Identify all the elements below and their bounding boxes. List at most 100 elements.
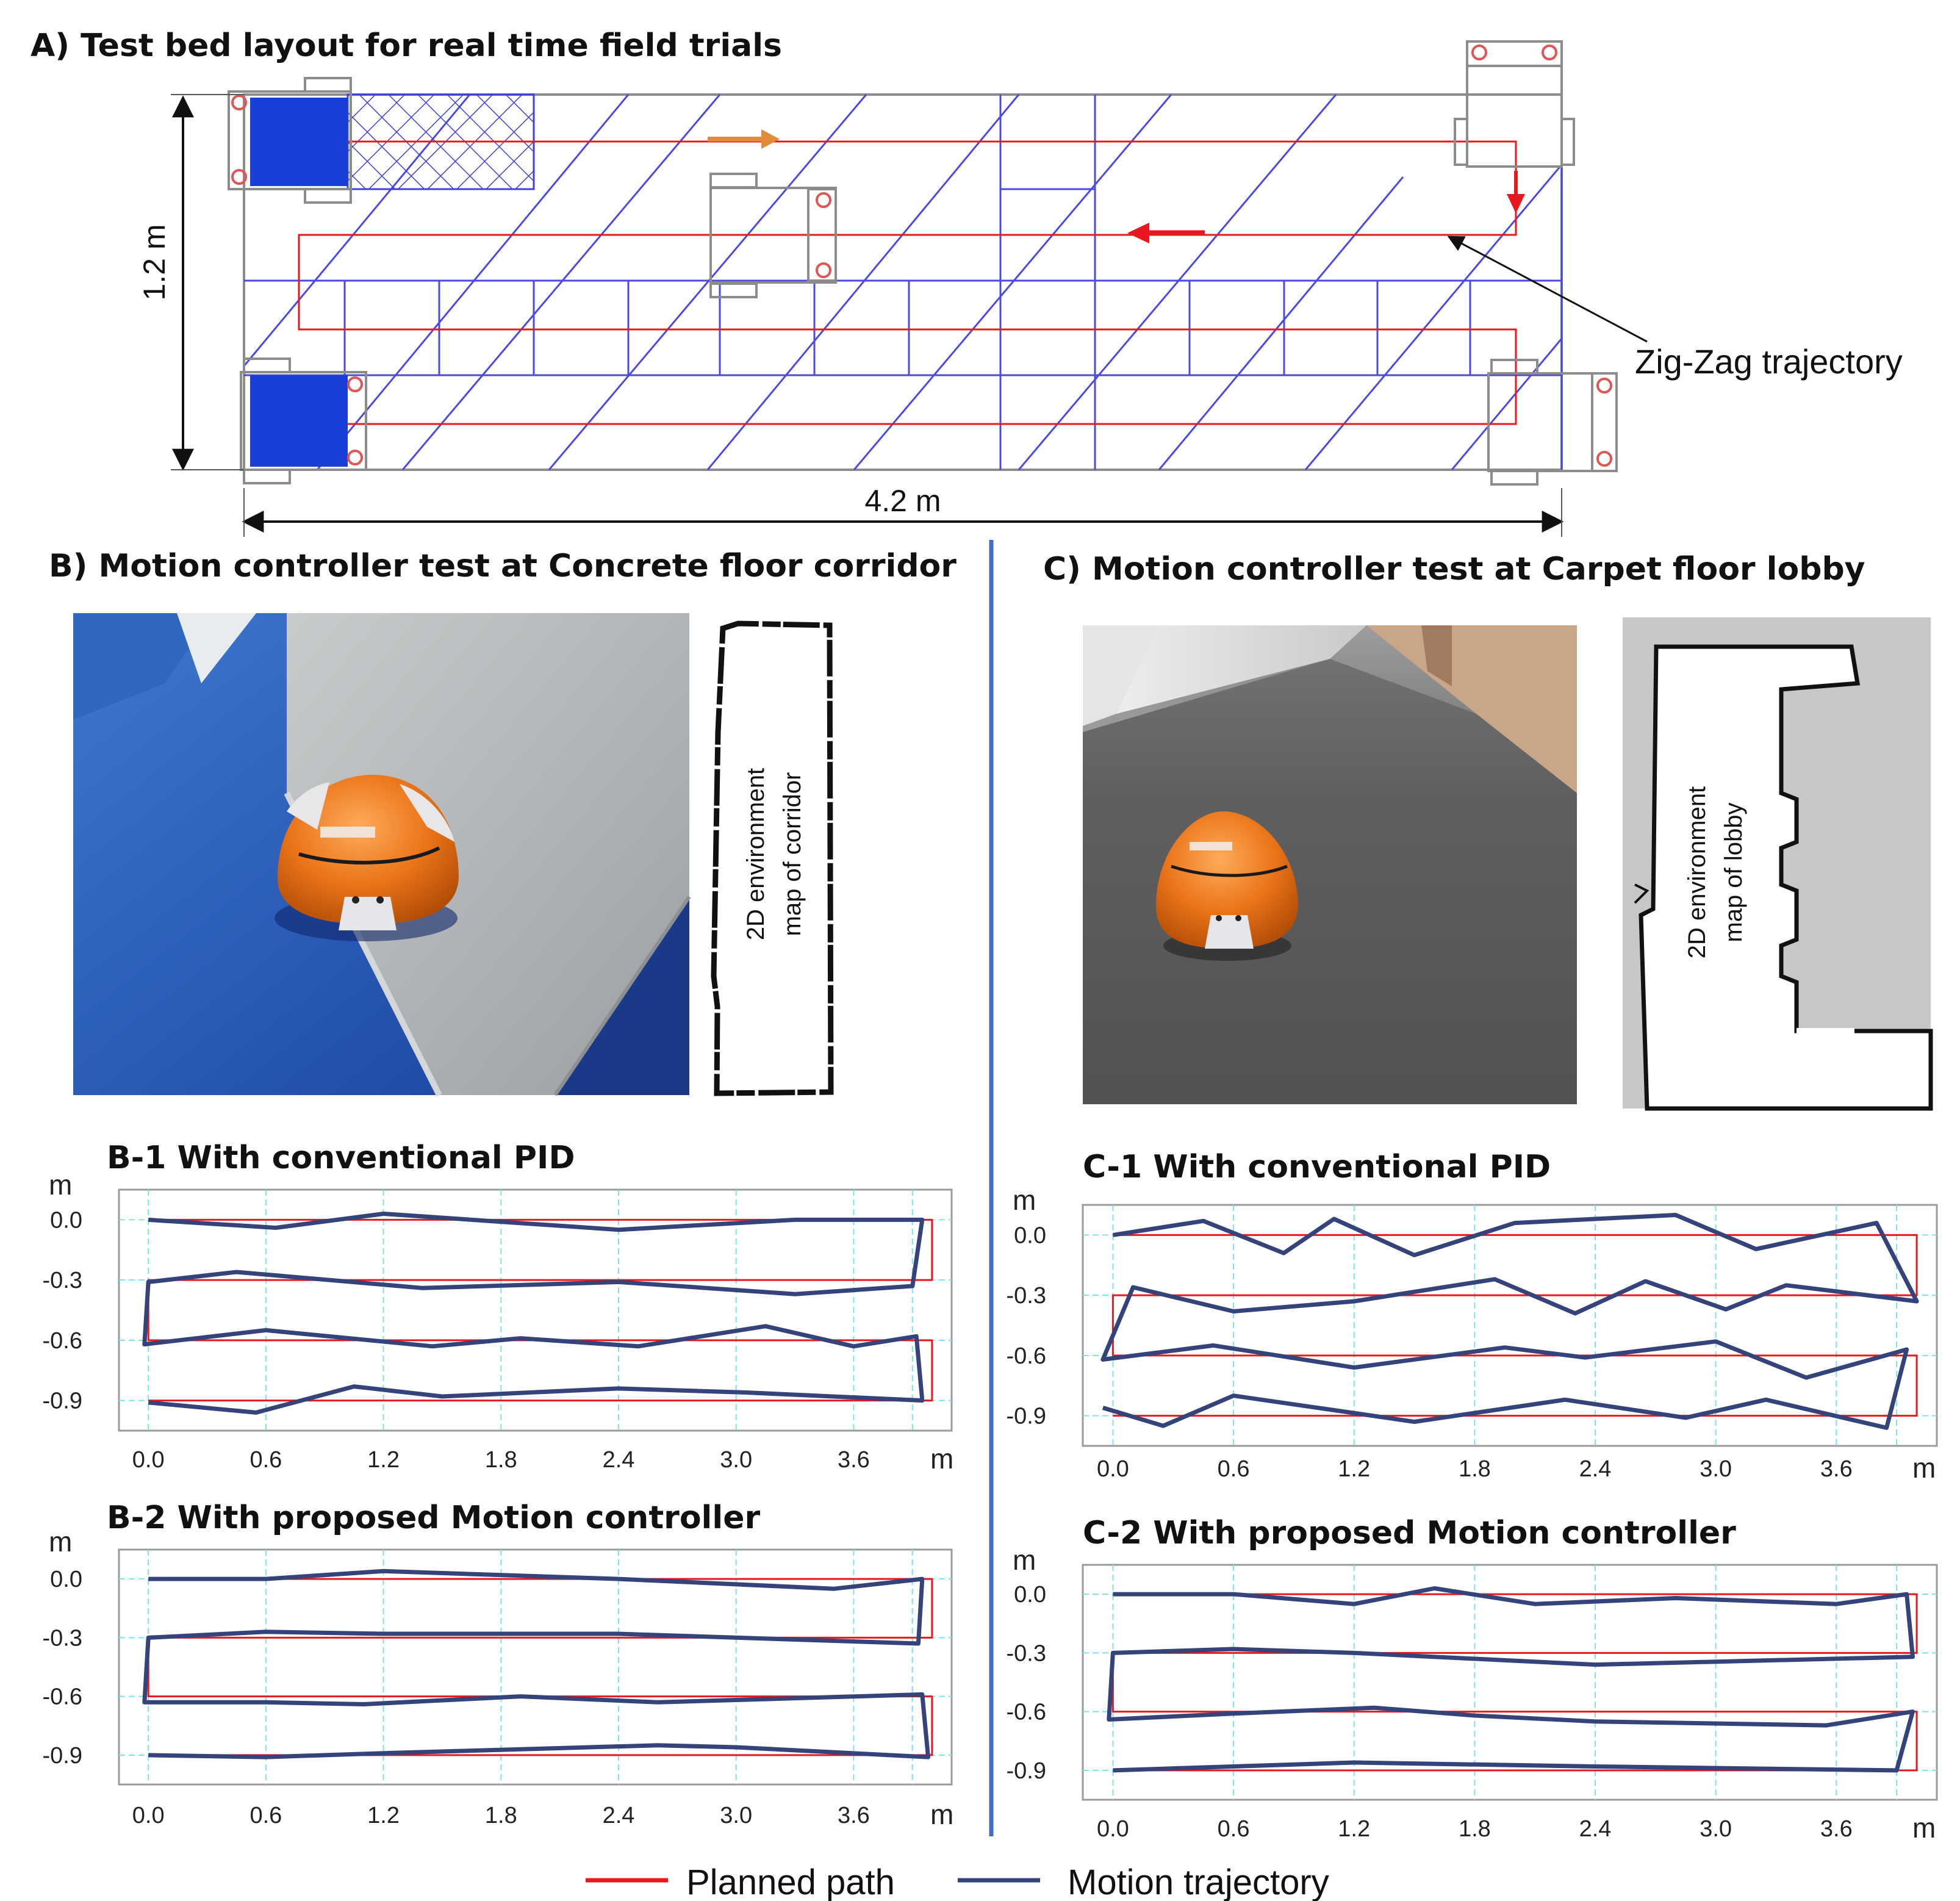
chart-b-2-ytick: -0.9: [43, 1743, 82, 1769]
chart-b-1-motion-trajectory: [142, 1212, 925, 1415]
zigzag-annotation: Zig-Zag trajectory: [1447, 235, 1903, 381]
chart-c-1-xtick: 3.0: [1700, 1456, 1732, 1482]
panel-c-title: C) Motion controller test at Carpet floo…: [1043, 551, 1865, 588]
zigzag-label: Zig-Zag trajectory: [1635, 342, 1903, 381]
height-dimension: 1.2 m: [137, 94, 244, 471]
chart-b-2-xtick: 0.0: [132, 1803, 165, 1828]
chart-c-2-xtick: 0.6: [1218, 1816, 1250, 1842]
chart-b-2-xtick: 2.4: [603, 1803, 635, 1828]
chart-c-1-planned-path: [1111, 1234, 1918, 1417]
corridor-map-label-2: map of corridor: [779, 772, 806, 936]
chart-b-2-ytick: -0.3: [43, 1625, 82, 1651]
chart-c-1-ytick: -0.9: [1007, 1404, 1046, 1429]
chart-b-1-xtick: 3.6: [838, 1447, 870, 1473]
corridor-map: 2D environment map of corridor: [711, 613, 897, 1096]
robot-photo-c: [1156, 811, 1298, 961]
chart-b-2-xtick: 3.0: [720, 1803, 752, 1828]
chart-c-2-xlabel: m: [1912, 1812, 1936, 1844]
chart-b-1-xtick: 0.0: [132, 1447, 165, 1473]
robot-footprint-top-left: [228, 77, 352, 204]
chart-b-1-ytick: -0.6: [43, 1328, 82, 1354]
chart-c-1-xlabel: m: [1912, 1452, 1936, 1484]
legend: Planned path Motion trajectory: [586, 1863, 1329, 1901]
chart-c-1-xtick: 0.0: [1097, 1456, 1129, 1482]
chart-c-1-xtick: 1.8: [1459, 1456, 1491, 1482]
corridor-map-label-1: 2D environment: [742, 768, 769, 940]
chart-b-1-xtick: 2.4: [603, 1447, 635, 1473]
robot-footprint-middle: [709, 173, 837, 298]
direction-arrow-orange: [708, 129, 780, 149]
test-bed: [228, 40, 1618, 486]
direction-arrow-red-down: [1507, 171, 1525, 214]
chart-c-2-xtick: 1.8: [1459, 1816, 1491, 1842]
chart-c-1-ytick: -0.3: [1007, 1283, 1046, 1309]
chart-c-2-xtick: 3.6: [1820, 1816, 1853, 1842]
chart-b-1: B-1 With conventional PID 0.0 -0.3 -0.6 -0.9…: [43, 1140, 954, 1475]
panel-c: C) Motion controller test at Carpet floo…: [1043, 551, 1933, 1111]
chart-b-2-xlabel: m: [930, 1799, 953, 1830]
chart-b-2-ytick: -0.6: [43, 1684, 82, 1710]
lobby-map-label-2: map of lobby: [1720, 802, 1747, 942]
chart-b-2-xtick: 1.8: [485, 1803, 517, 1828]
chart-b-1-xtick: 1.8: [485, 1447, 517, 1473]
chart-b-1-xtick: 1.2: [367, 1447, 400, 1473]
legend-trajectory-label: Motion trajectory: [1068, 1863, 1329, 1901]
robot-footprint-bottom-left: [240, 358, 367, 484]
chart-c-2-ytick: -0.3: [1007, 1640, 1046, 1666]
chart-c-1-title: C-1 With conventional PID: [1083, 1149, 1551, 1185]
chart-b-2-ylabel: m: [49, 1526, 72, 1558]
chart-b-1-xtick: 3.0: [720, 1447, 752, 1473]
height-label: 1.2 m: [137, 224, 171, 300]
chart-b-2: B-2 With proposed Motion controller 0.0 -0…: [43, 1500, 954, 1830]
chart-c-2-ytick: 0.0: [1014, 1582, 1046, 1608]
chart-c-1-xtick: 3.6: [1820, 1456, 1853, 1482]
corridor-photo: [73, 613, 691, 1097]
width-dimension: 4.2 m: [242, 484, 1564, 537]
panel-a: A) Test bed layout for real time field t…: [31, 27, 1903, 537]
chart-c-2: C-2 With proposed Motion controller 0.0 -0…: [1007, 1515, 1938, 1844]
trajectory-charts: B-1 With conventional PID 0.0 -0.3 -0.6 -0.9…: [43, 1140, 1938, 1844]
chart-c-1: C-1 With conventional PID 0.0 -0.3 -0.6 -0.9…: [1007, 1149, 1938, 1484]
chart-b-1-ytick: -0.3: [43, 1268, 82, 1293]
chart-b-1-ytick: 0.0: [50, 1207, 82, 1233]
panel-b-title: B) Motion controller test at Concrete fl…: [49, 548, 957, 584]
lobby-map-label-1: 2D environment: [1684, 786, 1711, 958]
chart-b-2-ytick: 0.0: [50, 1567, 82, 1592]
robot-footprint-bottom-right: [1487, 359, 1618, 486]
robot-photo-b: [275, 775, 459, 941]
direction-arrow-red-left: [1127, 223, 1205, 243]
chart-b-1-title: B-1 With conventional PID: [107, 1140, 575, 1176]
chart-c-2-motion-trajectory: [1107, 1586, 1915, 1773]
chart-c-1-xtick: 1.2: [1338, 1456, 1370, 1482]
lobby-map: 2D environment map of lobby: [1623, 617, 1933, 1111]
robot-footprint-top-right: [1454, 40, 1575, 168]
chart-b-2-motion-trajectory: [142, 1569, 930, 1759]
chart-c-2-xtick: 1.2: [1338, 1816, 1370, 1842]
lobby-photo: [1083, 625, 1577, 1104]
chart-b-2-xtick: 1.2: [367, 1803, 400, 1828]
chart-b-2-xtick: 0.6: [249, 1803, 282, 1828]
chart-b-2-title: B-2 With proposed Motion controller: [107, 1500, 760, 1536]
chart-b-1-xlabel: m: [930, 1443, 953, 1475]
zigzag-planned-path: [298, 140, 1517, 425]
panel-a-title: A) Test bed layout for real time field t…: [31, 27, 782, 64]
chart-c-1-xtick: 2.4: [1579, 1456, 1612, 1482]
chart-c-2-xtick: 0.0: [1097, 1816, 1129, 1842]
chart-c-1-ylabel: m: [1013, 1184, 1036, 1216]
chart-b-1-ytick: -0.9: [43, 1389, 82, 1414]
chart-b-1-xtick: 0.6: [249, 1447, 282, 1473]
chart-b-1-ylabel: m: [49, 1169, 72, 1201]
chart-c-2-title: C-2 With proposed Motion controller: [1083, 1515, 1736, 1551]
panel-b: B) Motion controller test at Concrete fl…: [49, 548, 957, 1097]
blue-block-bottom: [250, 375, 348, 467]
chart-c-2-xtick: 3.0: [1700, 1816, 1732, 1842]
chart-b-2-xtick: 3.6: [838, 1803, 870, 1828]
blue-block-top: [250, 98, 348, 186]
chart-c-2-ylabel: m: [1013, 1544, 1036, 1576]
chart-c-1-xtick: 0.6: [1218, 1456, 1250, 1482]
chart-c-2-ytick: -0.6: [1007, 1700, 1046, 1725]
legend-planned-label: Planned path: [686, 1863, 895, 1901]
chart-c-1-ytick: -0.6: [1007, 1343, 1046, 1369]
chart-c-1-ytick: 0.0: [1014, 1223, 1046, 1248]
